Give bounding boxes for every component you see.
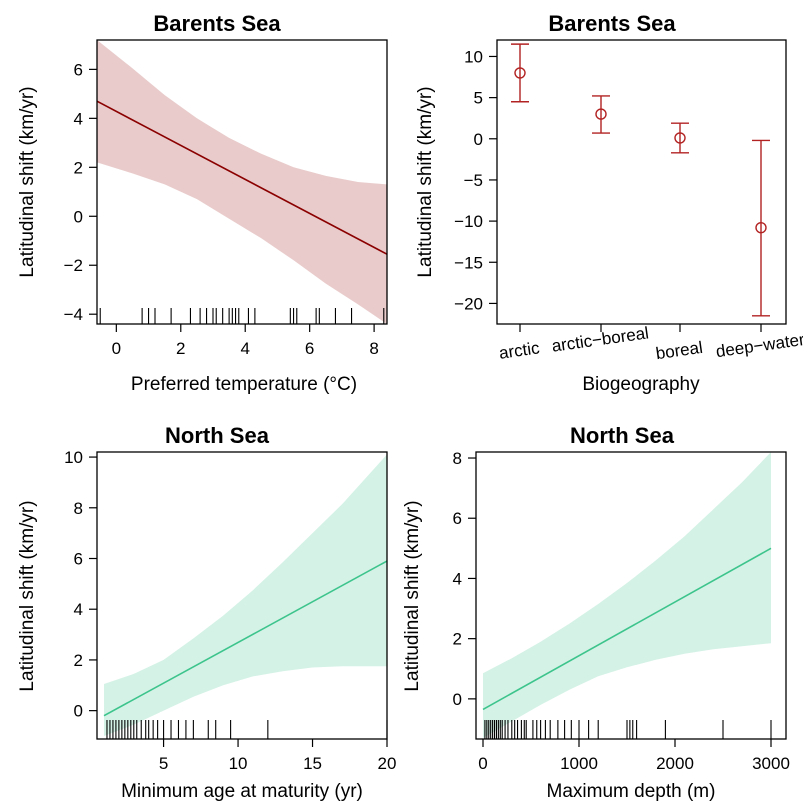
y-tick-label: 4 — [453, 569, 462, 588]
x-tick-label: 4 — [240, 339, 249, 358]
estimate-point — [755, 221, 767, 234]
fit-line — [482, 547, 772, 711]
y-tick-label: −5 — [464, 171, 483, 190]
estimate-point — [674, 132, 686, 144]
confidence-band — [97, 40, 387, 324]
x-tick-label: 2 — [176, 339, 185, 358]
estimate-1 — [592, 95, 610, 134]
x-tick-label: 0 — [478, 754, 487, 773]
y-tick-label: 0 — [74, 207, 83, 226]
y-axis-label: Latitudinal shift (km/yr) — [402, 500, 423, 691]
panel-barents-biogeography: Barents Sea arctic arctic−boreal boreal dee… — [415, 11, 803, 395]
x-tick-label: 0 — [112, 339, 121, 358]
confidence-band — [483, 452, 771, 738]
panel-north-maturity: North Sea 5 10 15 20 0 2 4 6 8 10 Minimum age at … — [17, 423, 396, 802]
panel-barents-temperature: Barents Sea 0 2 4 6 8 −4 −2 0 2 4 6 Preferred temp… — [17, 11, 388, 395]
y-tick-label: 2 — [74, 158, 83, 177]
panel-title: North Sea — [570, 423, 675, 448]
x-tick-label: arctic — [498, 338, 541, 363]
estimate-2 — [671, 122, 689, 154]
panel-title: Barents Sea — [153, 11, 281, 36]
y-axis-label: Latitudinal shift (km/yr) — [17, 500, 38, 691]
fit-line — [96, 100, 388, 255]
y-tick-label: 5 — [474, 89, 483, 108]
x-tick-label: 15 — [303, 754, 322, 773]
x-tick-label: 8 — [369, 339, 378, 358]
plot-frame — [96, 39, 388, 325]
panel-title: North Sea — [165, 423, 270, 448]
estimate-3 — [752, 139, 770, 317]
x-axis-label: Maximum depth (m) — [547, 781, 716, 802]
y-tick-label: 0 — [474, 130, 483, 149]
x-tick-label: 1000 — [560, 754, 598, 773]
y-tick-label: 2 — [74, 651, 83, 670]
x-axis-label: Biogeography — [582, 374, 700, 395]
y-tick-label: 10 — [464, 47, 483, 66]
y-tick-label: 4 — [74, 600, 83, 619]
x-tick-label: boreal — [655, 338, 704, 363]
x-tick-label: 5 — [159, 754, 168, 773]
y-tick-label: 8 — [453, 449, 462, 468]
x-tick-label: 10 — [229, 754, 248, 773]
y-axis-label: Latitudinal shift (km/yr) — [415, 86, 436, 277]
y-tick-label: 8 — [74, 499, 83, 518]
fit-line — [103, 560, 388, 717]
x-tick-label: 6 — [305, 339, 314, 358]
confidence-band — [104, 454, 387, 736]
estimate-point — [595, 108, 607, 120]
plot-frame — [496, 39, 787, 325]
panel-north-depth: North Sea 0 1000 2000 3000 0 2 4 6 8 Maximum dep… — [402, 423, 790, 802]
x-tick-label: deep−water — [715, 330, 803, 361]
x-tick-label: 3000 — [752, 754, 790, 773]
y-tick-label: −10 — [454, 212, 483, 231]
y-tick-label: 4 — [74, 109, 83, 128]
y-tick-label: 10 — [64, 448, 83, 467]
y-tick-label: 0 — [74, 702, 83, 721]
x-tick-label: 20 — [378, 754, 397, 773]
x-axis-label: Preferred temperature (°C) — [131, 374, 357, 395]
y-tick-label: 2 — [453, 630, 462, 649]
y-tick-label: 6 — [74, 60, 83, 79]
y-axis-label: Latitudinal shift (km/yr) — [17, 86, 38, 277]
estimate-0 — [511, 43, 529, 103]
plot-frame — [96, 451, 388, 740]
y-tick-label: −15 — [454, 253, 483, 272]
estimate-point — [514, 67, 526, 79]
y-tick-label: −4 — [64, 305, 83, 324]
y-tick-label: −20 — [454, 294, 483, 313]
x-tick-label: 2000 — [656, 754, 694, 773]
x-axis-label: Minimum age at maturity (yr) — [121, 781, 363, 802]
y-tick-label: 6 — [453, 509, 462, 528]
x-tick-label: arctic−boreal — [550, 323, 650, 355]
y-tick-label: 6 — [74, 550, 83, 569]
panel-title: Barents Sea — [548, 11, 676, 36]
y-tick-label: −2 — [64, 256, 83, 275]
plot-frame — [475, 451, 787, 740]
y-tick-label: 0 — [453, 690, 462, 709]
